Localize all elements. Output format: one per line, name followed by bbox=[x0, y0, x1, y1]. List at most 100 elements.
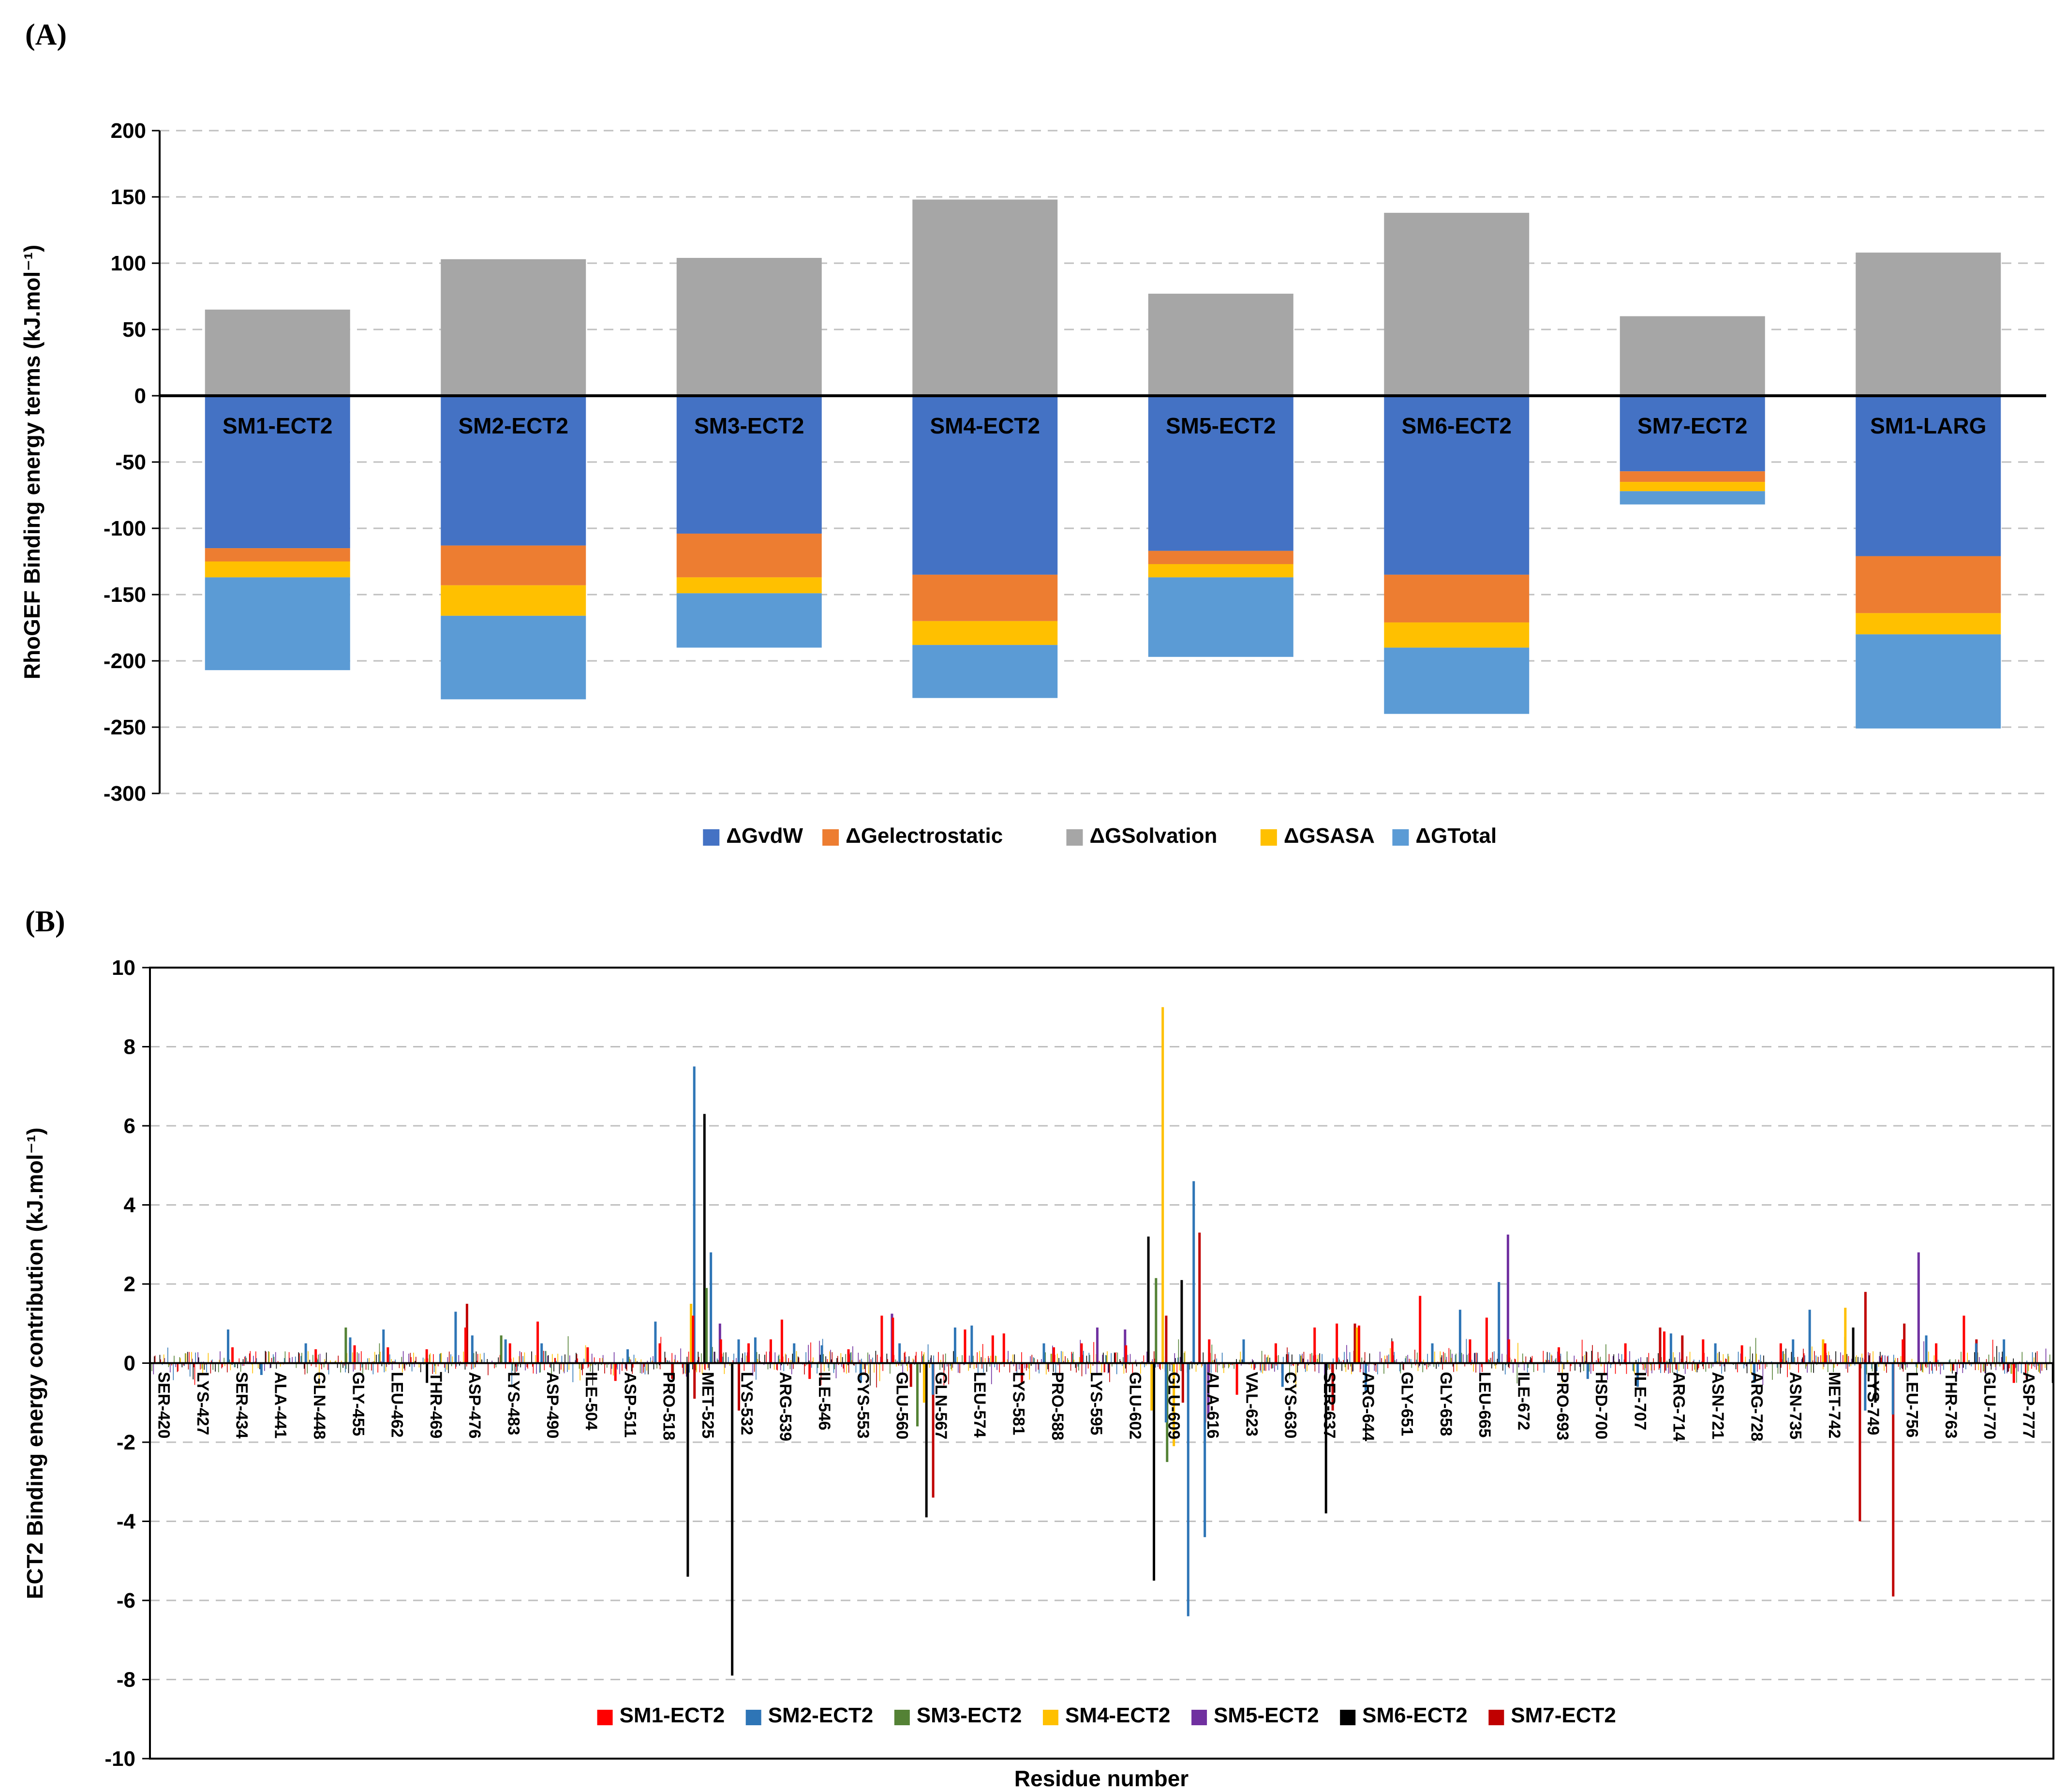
residue-bar bbox=[475, 1363, 476, 1367]
residue-peak-bar bbox=[847, 1349, 850, 1363]
residue-bar bbox=[420, 1363, 421, 1373]
residue-peak-bar bbox=[1324, 1363, 1327, 1514]
residue-bar bbox=[1780, 1363, 1781, 1374]
residue-bar bbox=[944, 1363, 945, 1371]
residue-bar bbox=[1232, 1363, 1233, 1365]
residue-bar bbox=[456, 1363, 457, 1367]
y-tick-label-b: 0 bbox=[124, 1352, 135, 1375]
residue-bar bbox=[169, 1363, 170, 1365]
residue-bar bbox=[1324, 1363, 1325, 1374]
category-label-a: SM7-ECT2 bbox=[1637, 413, 1747, 438]
residue-bar bbox=[1618, 1353, 1619, 1363]
residue-bar bbox=[1047, 1363, 1048, 1370]
residue-bar bbox=[567, 1363, 568, 1372]
residue-bar bbox=[215, 1363, 216, 1372]
residue-bar bbox=[1566, 1351, 1568, 1363]
residue-bar bbox=[729, 1363, 730, 1366]
residue-bar bbox=[536, 1363, 537, 1374]
residue-bar bbox=[951, 1363, 952, 1371]
residue-bar bbox=[1278, 1355, 1279, 1363]
residue-bar bbox=[495, 1363, 497, 1368]
residue-bar bbox=[736, 1358, 737, 1363]
residue-bar bbox=[319, 1363, 320, 1386]
residue-bar bbox=[1777, 1363, 1778, 1368]
residue-bar bbox=[1629, 1351, 1630, 1363]
residue-bar bbox=[1830, 1359, 1832, 1363]
residue-bar bbox=[1580, 1363, 1581, 1373]
residue-bar bbox=[1116, 1363, 1117, 1374]
residue-bar bbox=[1658, 1363, 1660, 1370]
residue-bar bbox=[173, 1363, 174, 1380]
y-tick-label-a: 50 bbox=[122, 318, 146, 342]
residue-bar bbox=[1283, 1357, 1284, 1363]
residue-bar bbox=[1600, 1357, 1601, 1363]
residue-bar bbox=[1105, 1355, 1106, 1363]
residue-peak-bar bbox=[1242, 1339, 1245, 1363]
residue-bar bbox=[1835, 1351, 1836, 1363]
residue-bar bbox=[1823, 1363, 1824, 1370]
residue-bar bbox=[1672, 1363, 1673, 1373]
residue-bar bbox=[895, 1359, 896, 1363]
residue-bar bbox=[1786, 1360, 1787, 1363]
residue-bar bbox=[882, 1363, 883, 1371]
residue-bar bbox=[767, 1363, 769, 1370]
residue-bar bbox=[1545, 1359, 1546, 1363]
residue-bar bbox=[380, 1361, 382, 1363]
bar-segment bbox=[912, 199, 1058, 396]
residue-peak-bar bbox=[1925, 1335, 1928, 1363]
residue-bar bbox=[1887, 1356, 1888, 1363]
residue-bar bbox=[377, 1363, 378, 1373]
residue-bar bbox=[1817, 1357, 1818, 1363]
residue-bar bbox=[289, 1358, 291, 1363]
residue-bar bbox=[1255, 1363, 1256, 1368]
residue-peak-bar bbox=[1313, 1327, 1316, 1363]
residue-bar bbox=[643, 1363, 644, 1373]
residue-bar bbox=[514, 1363, 516, 1374]
residue-bar bbox=[323, 1363, 325, 1368]
residue-bar bbox=[1508, 1363, 1509, 1367]
residue-bar bbox=[990, 1356, 991, 1363]
residue-bar bbox=[1756, 1354, 1757, 1363]
residue-bar bbox=[1203, 1352, 1204, 1363]
residue-bar bbox=[1419, 1363, 1420, 1366]
residue-bar bbox=[929, 1363, 930, 1368]
residue-bar bbox=[1048, 1363, 1049, 1372]
residue-bar bbox=[564, 1363, 565, 1374]
x-tick-label-b: LYS-581 bbox=[1009, 1372, 1027, 1435]
residue-bar bbox=[273, 1354, 274, 1363]
bar-segment bbox=[676, 593, 822, 648]
residue-bar bbox=[1152, 1359, 1153, 1363]
residue-bar bbox=[330, 1360, 331, 1363]
residue-bar bbox=[1551, 1355, 1553, 1363]
residue-bar bbox=[844, 1363, 845, 1373]
residue-bar bbox=[1102, 1352, 1104, 1363]
category-label-a: SM6-ECT2 bbox=[1402, 413, 1512, 438]
residue-bar bbox=[1223, 1363, 1224, 1373]
residue-bar bbox=[373, 1361, 374, 1363]
residue-bar bbox=[494, 1363, 495, 1369]
residue-bar bbox=[680, 1348, 682, 1363]
residue-bar bbox=[1175, 1358, 1176, 1363]
residue-bar bbox=[1963, 1363, 1964, 1368]
residue-bar bbox=[1107, 1351, 1108, 1363]
residue-bar bbox=[169, 1363, 171, 1373]
residue-bar bbox=[177, 1363, 178, 1373]
residue-bar bbox=[1030, 1356, 1031, 1363]
residue-bar bbox=[624, 1363, 626, 1369]
residue-bar bbox=[229, 1359, 230, 1363]
residue-bar bbox=[1322, 1354, 1323, 1363]
residue-bar bbox=[1429, 1363, 1430, 1366]
residue-bar bbox=[907, 1361, 909, 1363]
residue-bar bbox=[1427, 1363, 1429, 1368]
residue-bar bbox=[244, 1357, 245, 1363]
x-tick-label-b: GLU-770 bbox=[1980, 1372, 1999, 1440]
residue-peak-bar bbox=[1353, 1323, 1356, 1363]
bar-segment bbox=[1856, 613, 2001, 635]
residue-bar bbox=[1687, 1363, 1688, 1369]
residue-bar bbox=[575, 1360, 576, 1363]
residue-bar bbox=[163, 1354, 164, 1363]
residue-bar bbox=[1272, 1363, 1273, 1369]
bar-segment bbox=[441, 259, 586, 396]
residue-bar bbox=[539, 1363, 540, 1373]
residue-bar bbox=[988, 1356, 989, 1363]
